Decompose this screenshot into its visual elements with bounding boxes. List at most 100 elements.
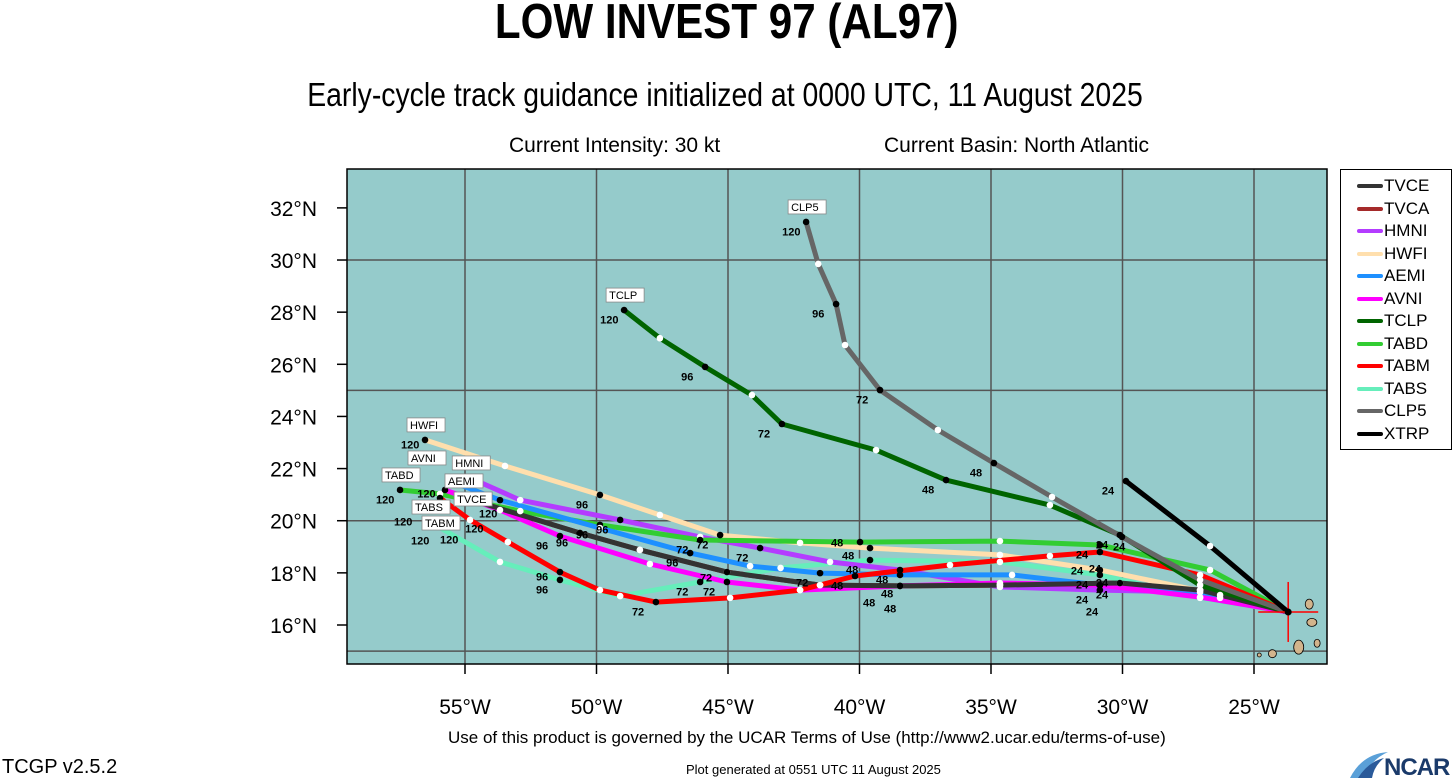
forecast-point-labeled: [686, 549, 694, 557]
forecast-hour-label: 120: [394, 516, 412, 528]
legend-swatch: [1357, 184, 1383, 188]
forecast-point: [516, 507, 524, 515]
track-end-label-box: [406, 417, 446, 433]
forecast-point-labeled: [896, 582, 904, 590]
forecast-hour-label: 120: [411, 536, 429, 548]
forecast-point: [996, 551, 1004, 559]
forecast-point: [636, 546, 644, 554]
track-end-label-box: [787, 199, 827, 215]
track-end-label: CLP5: [791, 202, 819, 214]
forecast-point: [646, 560, 654, 568]
x-axis-tick-label: 30°W: [1097, 696, 1149, 719]
track-end-label: HWFI: [410, 420, 438, 432]
track-end-label-box: [605, 287, 645, 303]
forecast-point: [872, 446, 880, 454]
forecast-point: [946, 561, 954, 569]
forecast-hour-label: 120: [417, 488, 435, 500]
current-intensity: Current Intensity: 30 kt: [509, 134, 721, 157]
legend-label: AVNI: [1384, 288, 1423, 308]
forecast-point: [1196, 593, 1204, 601]
forecast-hour-label: 96: [681, 371, 693, 383]
legend-label: CLP5: [1384, 401, 1427, 420]
forecast-point: [1196, 571, 1204, 579]
forecast-point-labeled: [596, 491, 604, 499]
forecast-point-labeled: [1122, 477, 1130, 485]
y-axis-tick-label: 24°N: [270, 406, 317, 429]
forecast-hour-label: 72: [758, 429, 770, 441]
forecast-point: [656, 511, 664, 519]
forecast-point: [496, 558, 504, 566]
track-end-label: HMNI: [455, 458, 483, 470]
legend-label: TABM: [1384, 356, 1430, 375]
legend-item-tvca: TVCA: [1357, 198, 1429, 220]
forecast-point: [1206, 566, 1214, 574]
forecast-point: [826, 558, 834, 566]
forecast-hour-label: 96: [536, 572, 548, 584]
forecast-point-labeled: [1096, 566, 1104, 574]
forecast-hour-label: 96: [666, 558, 678, 570]
forecast-point-labeled: [866, 556, 874, 564]
forecast-hour-label: 96: [576, 499, 588, 511]
forecast-hour-label: 24: [1076, 595, 1089, 607]
legend-swatch: [1357, 341, 1383, 346]
ncar-logo-text: NCAR: [1384, 754, 1450, 781]
forecast-point-labeled: [556, 576, 564, 584]
forecast-hour-label: 120: [782, 226, 800, 238]
legend-swatch: [1357, 431, 1383, 436]
track-end-label-box: [453, 491, 493, 507]
forecast-hour-label: 72: [700, 573, 712, 585]
forecast-point: [796, 539, 804, 547]
x-axis-tick-label: 40°W: [834, 696, 886, 719]
forecast-point-labeled: [942, 476, 950, 484]
legend: TVCE TVCA HMNI HWFI AEMI AVNI TCLP TABD TABM TABS…: [1340, 169, 1452, 450]
chart-subtitle: Early-cycle track guidance initialized a…: [307, 76, 1143, 113]
forecast-hour-label: 120: [376, 494, 394, 506]
forecast-point-labeled: [556, 568, 564, 576]
forecast-hour-label: 24: [1089, 564, 1102, 576]
legend-label: TCLP: [1384, 311, 1428, 330]
y-axis-tick-label: 16°N: [270, 615, 317, 638]
forecast-hour-label: 120: [600, 315, 618, 327]
forecast-hour-label: 24: [1096, 578, 1109, 590]
version-label: TCGP v2.5.2: [2, 756, 118, 778]
forecast-point-labeled: [620, 306, 628, 314]
legend-label: TABS: [1384, 378, 1428, 398]
legend-item-xtrp: XTRP: [1357, 423, 1429, 445]
legend-swatch: [1357, 386, 1383, 391]
forecast-hour-label: 96: [596, 524, 608, 536]
forecast-hour-label: 24: [1076, 579, 1089, 591]
forecast-hour-label: 120: [401, 439, 419, 451]
forecast-hour-label: 96: [536, 541, 548, 553]
forecast-point-labeled: [1116, 579, 1124, 587]
island-land: [1293, 639, 1305, 655]
forecast-hour-label: 72: [676, 586, 688, 598]
forecast-point-labeled: [652, 598, 660, 606]
forecast-point: [934, 426, 942, 434]
island-land: [1304, 598, 1314, 610]
forecast-hour-label: 48: [842, 551, 854, 563]
forecast-hour-label: 24: [1096, 540, 1109, 552]
legend-label: XTRP: [1384, 423, 1430, 443]
track-end-label: TABM: [425, 518, 455, 530]
forecast-point-labeled: [396, 486, 404, 494]
forecast-point: [1206, 542, 1214, 550]
island-land: [1268, 649, 1277, 659]
forecast-point-labeled: [816, 569, 824, 577]
legend-swatch: [1357, 274, 1383, 278]
legend-swatch: [1357, 296, 1383, 301]
forecast-hour-label: 72: [632, 607, 644, 619]
current-basin: Current Basin: North Atlantic: [884, 134, 1149, 157]
forecast-hour-label: 96: [576, 529, 588, 541]
track-end-label: TVCE: [457, 494, 486, 506]
forecast-hour-label: 120: [465, 523, 483, 535]
forecast-point-labeled: [556, 532, 564, 540]
island-land: [1313, 638, 1321, 648]
forecast-hour-label: 48: [846, 565, 858, 577]
forecast-hour-label: 24: [1113, 541, 1126, 553]
generated-timestamp: Plot generated at 0551 UTC 11 August 202…: [686, 762, 941, 777]
forecast-point-labeled: [576, 529, 584, 537]
forecast-hour-label: 24: [1102, 486, 1115, 498]
forecast-point-labeled: [896, 566, 904, 574]
forecast-point: [1216, 594, 1224, 602]
legend-item-tabs: TABS: [1357, 378, 1427, 400]
